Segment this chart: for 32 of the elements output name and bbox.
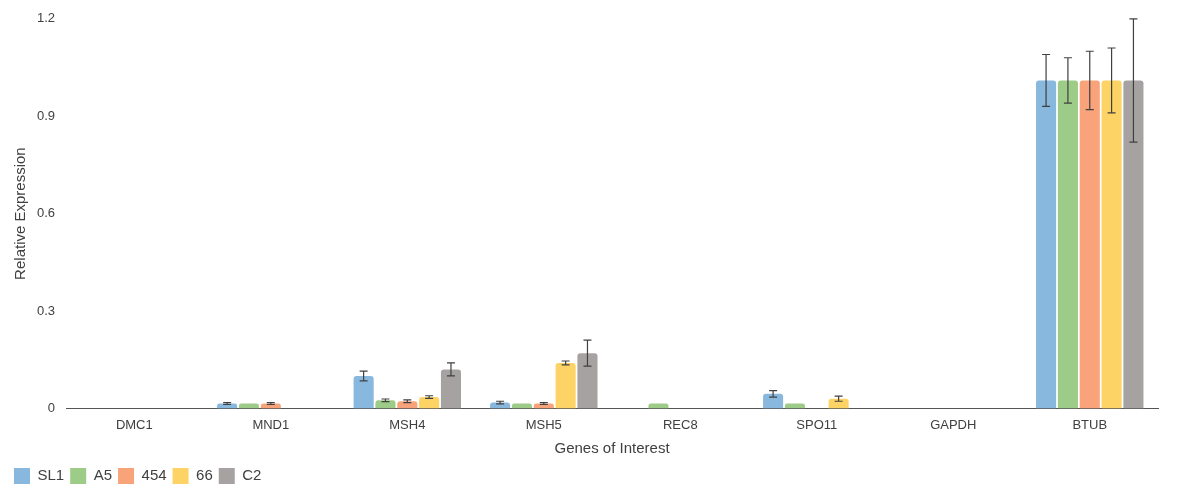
legend-label: 66: [196, 466, 213, 484]
x-tick-label: SPO11: [796, 416, 838, 432]
y-axis-title: Relative Expression: [11, 147, 29, 280]
bar: [375, 400, 396, 409]
x-axis-title: Genes of Interest: [554, 439, 671, 457]
y-tick-label: 0.6: [36, 205, 56, 221]
x-tick-label: MSH5: [525, 416, 562, 432]
y-tick-label: 0.9: [36, 107, 56, 123]
legend-label: SL1: [37, 466, 65, 484]
legend-label: A5: [93, 466, 113, 484]
bar: [555, 362, 576, 409]
bar: [419, 397, 440, 409]
x-tick-label: MND1: [252, 416, 290, 432]
legend-label: C2: [242, 466, 262, 484]
legend-label: 454: [141, 466, 167, 484]
y-tick-label: 0.3: [36, 302, 56, 318]
bar: [1057, 80, 1078, 409]
x-tick-label: BTUB: [1072, 416, 1108, 432]
x-tick-label: MSH4: [389, 416, 426, 432]
bar: [353, 375, 374, 409]
bar: [1036, 80, 1057, 409]
bar: [1123, 80, 1144, 409]
x-tick-label: REC8: [662, 416, 698, 432]
x-tick-label: DMC1: [115, 416, 153, 432]
x-tick-label: GAPDH: [930, 416, 977, 432]
bar: [397, 401, 418, 409]
bar: [1101, 80, 1122, 409]
bar: [440, 369, 462, 409]
bar: [577, 353, 598, 409]
y-tick-label: 0: [47, 399, 56, 415]
y-tick-label: 1.2: [36, 10, 56, 26]
bar: [1079, 80, 1100, 409]
